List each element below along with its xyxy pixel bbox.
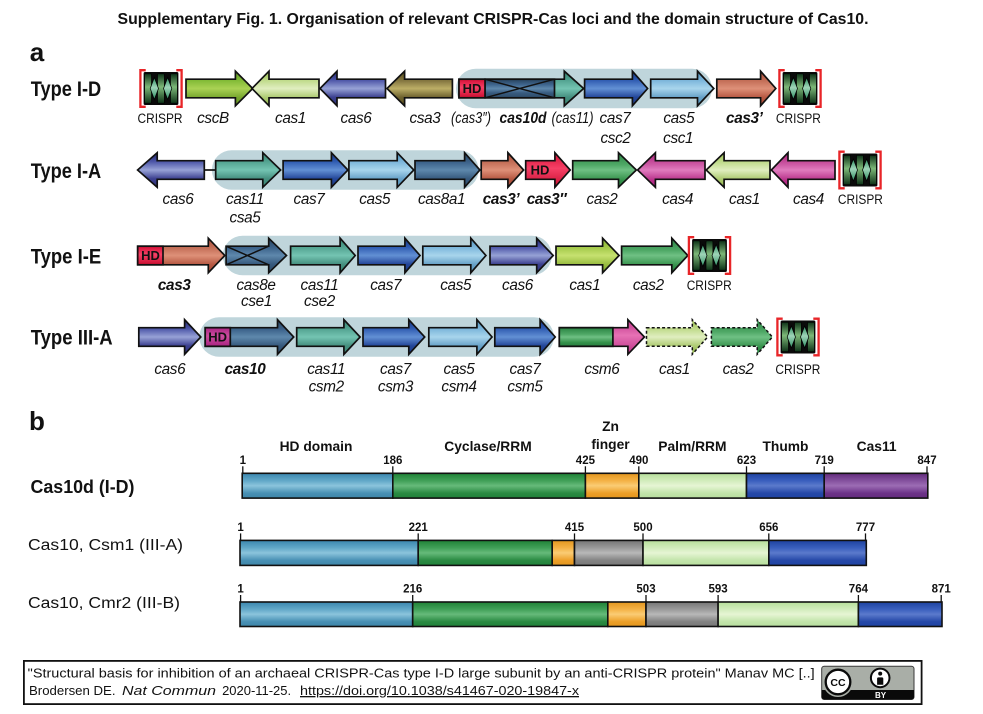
svg-text:Supplementary Fig. 1. Organisa: Supplementary Fig. 1. Organisation of re…: [118, 11, 869, 28]
svg-text:186: 186: [383, 455, 402, 467]
svg-text:cas10d: cas10d: [500, 110, 548, 127]
svg-text:Type I-D: Type I-D: [31, 77, 102, 101]
svg-text:cas7: cas7: [294, 191, 326, 208]
svg-text:(cas11): (cas11): [552, 110, 594, 127]
svg-text:cas7: cas7: [370, 277, 402, 294]
svg-text:finger: finger: [591, 437, 630, 452]
svg-text:Cas10, Csm1 (III-A): Cas10, Csm1 (III-A): [28, 537, 183, 554]
svg-text:a: a: [30, 37, 45, 67]
svg-text:cas8e: cas8e: [236, 277, 275, 294]
svg-text:csc2: csc2: [600, 130, 631, 147]
svg-text:csa3: csa3: [410, 110, 442, 127]
svg-text:Cyclase/RRM: Cyclase/RRM: [444, 439, 531, 454]
svg-text:cas1: cas1: [729, 191, 760, 208]
svg-text:593: 593: [709, 584, 728, 596]
svg-text:Zn: Zn: [602, 419, 619, 434]
svg-text:cas6: cas6: [154, 361, 186, 378]
svg-text:HD: HD: [463, 81, 482, 96]
svg-text:216: 216: [403, 584, 422, 596]
svg-text:656: 656: [759, 522, 778, 534]
svg-text:cse2: cse2: [304, 293, 336, 310]
svg-text:cas5: cas5: [663, 110, 695, 127]
svg-text:HD: HD: [141, 248, 160, 263]
svg-text:1: 1: [237, 584, 244, 596]
svg-text:Cas10, Cmr2 (III-B): Cas10, Cmr2 (III-B): [28, 595, 180, 612]
svg-text:Thumb: Thumb: [763, 439, 809, 454]
svg-text:Type I-E: Type I-E: [31, 245, 102, 269]
svg-text:cas5: cas5: [440, 277, 472, 294]
svg-text:Cas11: Cas11: [857, 439, 897, 454]
svg-text:cas10: cas10: [225, 361, 267, 378]
svg-text:cas1: cas1: [659, 361, 690, 378]
svg-text:HD: HD: [531, 163, 550, 178]
svg-text:cas11: cas11: [307, 361, 345, 378]
svg-text:Type III-A: Type III-A: [31, 326, 113, 350]
svg-text:Nat Commun: Nat Commun: [122, 683, 216, 698]
svg-text:cas3’: cas3’: [726, 110, 764, 127]
svg-text:415: 415: [565, 522, 585, 534]
svg-text:"Structural basis for inhibiti: "Structural basis for inhibition of an a…: [28, 666, 815, 681]
svg-text:847: 847: [917, 455, 936, 467]
svg-text:csm5: csm5: [507, 379, 543, 396]
svg-text:cas6: cas6: [502, 277, 534, 294]
svg-text:https://doi.org/10.1038/s41467: https://doi.org/10.1038/s41467-020-19847…: [300, 683, 579, 698]
svg-text:cas4: cas4: [662, 191, 693, 208]
svg-text:(cas3″): (cas3″): [451, 110, 491, 127]
svg-text:cas7: cas7: [510, 361, 542, 378]
svg-text:Cas10d (I-D): Cas10d (I-D): [31, 477, 135, 497]
svg-text:Type I-A: Type I-A: [31, 159, 102, 183]
svg-text:cas2: cas2: [633, 277, 665, 294]
svg-text:cas11: cas11: [226, 191, 264, 208]
svg-text:2020-11-25.: 2020-11-25.: [222, 683, 291, 698]
svg-text:cas4: cas4: [793, 191, 824, 208]
svg-text:csm4: csm4: [441, 379, 476, 396]
svg-text:623: 623: [737, 455, 756, 467]
svg-text:764: 764: [849, 584, 869, 596]
svg-text:cse1: cse1: [241, 293, 272, 310]
svg-text:CRISPR: CRISPR: [775, 362, 820, 378]
svg-text:cas3: cas3: [158, 277, 191, 294]
svg-text:cas5: cas5: [359, 191, 391, 208]
svg-text:Brodersen DE.: Brodersen DE.: [29, 683, 116, 698]
svg-text:500: 500: [633, 522, 652, 534]
svg-text:HD domain: HD domain: [280, 439, 353, 454]
svg-text:cas7: cas7: [380, 361, 412, 378]
svg-text:cas1: cas1: [569, 277, 600, 294]
svg-text:BY: BY: [875, 691, 887, 700]
svg-text:871: 871: [932, 584, 952, 596]
svg-text:b: b: [29, 406, 45, 436]
svg-text:cas6: cas6: [341, 110, 373, 127]
svg-text:cas1: cas1: [275, 110, 306, 127]
svg-text:cas2: cas2: [587, 191, 619, 208]
svg-text:CRISPR: CRISPR: [687, 278, 732, 294]
svg-text:cas8a1: cas8a1: [418, 191, 465, 208]
svg-text:777: 777: [856, 522, 875, 534]
svg-text:csm3: csm3: [378, 379, 414, 396]
svg-text:1: 1: [240, 455, 247, 467]
svg-text:425: 425: [576, 455, 596, 467]
svg-text:cas5: cas5: [444, 361, 476, 378]
svg-text:221: 221: [409, 522, 429, 534]
svg-text:1: 1: [237, 522, 244, 534]
svg-text:719: 719: [815, 455, 834, 467]
svg-text:490: 490: [629, 455, 648, 467]
svg-text:csa5: csa5: [230, 210, 262, 227]
svg-text:csc1: csc1: [663, 130, 693, 147]
svg-text:csm2: csm2: [309, 379, 345, 396]
svg-text:cas11: cas11: [301, 277, 339, 294]
svg-text:Palm/RRM: Palm/RRM: [658, 439, 726, 454]
svg-text:CRISPR: CRISPR: [776, 111, 821, 127]
svg-text:CRISPR: CRISPR: [838, 192, 883, 208]
svg-text:503: 503: [636, 584, 655, 596]
svg-text:cscB: cscB: [197, 110, 229, 127]
svg-text:HD: HD: [208, 330, 227, 345]
svg-text:cas7: cas7: [600, 110, 632, 127]
svg-text:csm6: csm6: [584, 361, 620, 378]
svg-text:cas3″: cas3″: [527, 191, 568, 208]
svg-text:cas2: cas2: [723, 361, 755, 378]
svg-text:CC: CC: [830, 677, 846, 689]
svg-text:CRISPR: CRISPR: [138, 111, 183, 127]
svg-text:cas6: cas6: [163, 191, 195, 208]
svg-text:cas3’: cas3’: [483, 191, 521, 208]
